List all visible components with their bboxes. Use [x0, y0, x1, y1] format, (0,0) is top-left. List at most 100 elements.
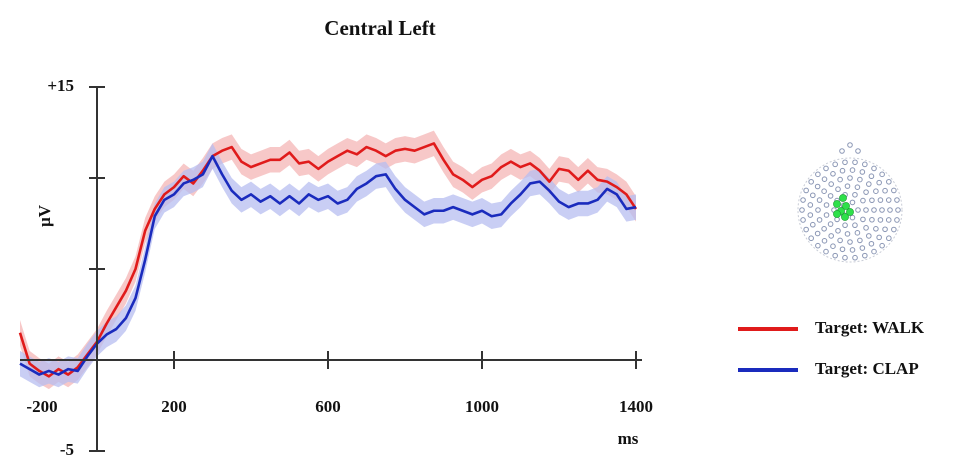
electrode	[869, 216, 875, 223]
electrode	[821, 238, 828, 244]
electrode	[816, 197, 823, 203]
electrode	[871, 248, 877, 255]
electrode	[839, 246, 846, 253]
electrode	[859, 169, 866, 175]
electrode	[816, 217, 823, 223]
electrode	[808, 235, 814, 242]
error-band	[20, 143, 636, 388]
electrode	[862, 161, 868, 168]
electrode	[891, 226, 897, 233]
electrode	[863, 207, 869, 213]
electrode	[885, 217, 892, 223]
electrode	[823, 165, 829, 172]
x-tick-label: 200	[161, 397, 187, 416]
electrode	[828, 181, 834, 187]
x-axis-label: ms	[618, 429, 639, 448]
legend-label: Target: WALK	[815, 318, 925, 337]
electrode	[837, 237, 843, 244]
electrode	[882, 187, 888, 194]
electrode	[873, 188, 879, 194]
electrode	[879, 171, 885, 178]
electrode	[830, 171, 836, 177]
chart-title: Central Left	[324, 16, 435, 40]
y-tick-label: +15	[47, 76, 74, 95]
electrode	[854, 184, 861, 190]
electrode	[852, 159, 858, 166]
electrode	[803, 226, 809, 233]
electrode	[857, 237, 863, 244]
electrode-selected	[833, 200, 841, 208]
electrode	[823, 212, 830, 218]
electrode-selected	[833, 210, 841, 218]
electrode	[835, 186, 841, 193]
electrode	[800, 197, 806, 203]
electrode	[869, 197, 875, 204]
electrode	[815, 207, 821, 213]
electrode	[879, 242, 885, 249]
electrode	[854, 230, 861, 236]
electrode	[852, 222, 858, 229]
electrode	[844, 183, 851, 189]
electrode	[842, 254, 848, 261]
electrode	[886, 235, 892, 242]
x-tick-label: 1000	[465, 397, 499, 416]
electrode	[807, 212, 814, 218]
electrode	[830, 243, 836, 249]
electrode	[877, 197, 884, 203]
electrode	[866, 233, 872, 239]
electrode-selected	[846, 208, 854, 216]
electrode	[871, 207, 877, 213]
electrode	[800, 217, 806, 223]
electrode	[849, 199, 856, 206]
electrode	[862, 252, 868, 259]
electrode	[821, 226, 827, 232]
y-tick-label: -5	[60, 440, 74, 456]
head-topography	[797, 142, 903, 263]
electrode	[859, 245, 866, 251]
electrode	[863, 189, 869, 195]
electrode	[832, 252, 838, 259]
electrode	[815, 242, 821, 249]
electrode	[827, 193, 834, 199]
electrode	[814, 230, 821, 237]
electrode	[857, 176, 863, 183]
electrode	[891, 187, 897, 194]
x-tick-label: 1400	[619, 397, 653, 416]
x-tick-label: -200	[26, 397, 57, 416]
electrode	[887, 207, 893, 213]
electrode	[799, 207, 805, 213]
electrode	[827, 221, 834, 227]
electrode	[882, 226, 888, 233]
electrode	[849, 214, 856, 221]
electrode	[860, 197, 866, 204]
electrode	[832, 161, 838, 168]
electrode	[814, 183, 821, 190]
electrode	[821, 176, 828, 182]
series-line	[19, 154, 637, 376]
electrode	[828, 233, 834, 239]
electrode	[868, 240, 875, 247]
electrode	[839, 167, 846, 174]
electrode	[879, 207, 885, 213]
electrode	[839, 148, 845, 154]
electrode	[837, 176, 843, 183]
y-axis-label: µV	[35, 204, 54, 227]
electrode	[895, 207, 901, 213]
electrode	[842, 159, 848, 166]
electrode	[808, 178, 814, 185]
electrode	[855, 207, 861, 213]
electrode	[871, 165, 877, 172]
electrode	[821, 188, 827, 194]
electrode	[835, 227, 841, 234]
electrode	[849, 167, 856, 173]
electrode	[842, 222, 848, 229]
electrode	[852, 191, 858, 198]
electrode	[823, 248, 829, 255]
electrode	[868, 173, 875, 180]
electrode	[863, 225, 869, 231]
electrode	[886, 178, 892, 185]
electrode	[855, 148, 861, 154]
electrode	[823, 202, 830, 208]
electrode	[866, 181, 872, 187]
